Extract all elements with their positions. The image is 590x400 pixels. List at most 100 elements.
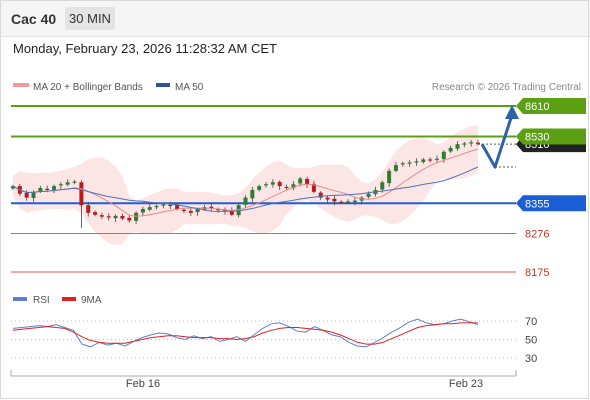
credit-text: Research © 2026 Trading Central [432,82,581,93]
candle-body [209,206,214,209]
timeframe-badge[interactable]: 30 MIN [65,7,115,30]
header-bar: Cac 40 30 MIN [0,0,590,37]
candle-body [476,142,480,145]
candle-body [113,215,118,219]
candle-body [250,189,255,199]
rsi-level-label: 50 [525,335,537,347]
candle-body [352,200,357,203]
candle-body [448,147,453,152]
moving-averages [12,148,479,217]
candle-body [58,184,63,186]
candle-body [298,178,303,184]
ma50-legend-swatch [156,83,170,87]
bb-legend-label: MA 20 + Bollinger Bands [33,82,143,93]
candle-body [462,143,467,145]
rsi-legend-swatch [13,297,27,301]
candle-body [366,193,371,197]
rsi-level-label: 30 [525,353,537,365]
candlesticks [11,139,480,229]
candle-body [428,159,433,161]
candle-body [86,205,91,213]
candle-body [24,193,29,198]
rsi-legend-label: RSI [33,295,50,306]
candle-body [45,188,50,191]
projection-arrow [480,105,519,169]
candle-body [243,197,248,205]
candle-body [65,182,70,185]
candle-body [79,182,84,206]
projection-path [480,117,513,169]
candle-body [222,209,227,211]
candle-body [31,191,36,198]
candle-body [127,217,132,221]
level-tag-resistance [516,128,586,145]
candle-body [11,186,15,189]
rsi-ma-line [12,322,478,345]
projection-arrowhead [505,105,519,119]
level-label-resistance: 8530 [525,132,549,144]
candle-body [188,210,193,213]
candle-body [72,181,77,183]
candle-body [175,204,180,210]
candle-body [325,197,330,200]
candle-body [469,142,474,144]
candle-body [318,192,323,198]
level-label-resistance: 8610 [525,101,549,113]
candle-body [441,151,446,160]
candle-body [140,209,145,213]
candle-body [305,178,310,185]
bb-legend-swatch [13,83,29,87]
level-label-support: 8276 [525,228,549,240]
candle-body [181,209,186,211]
level-label-pivot: 8355 [525,198,549,210]
rsi-line [12,318,479,348]
candle-body [93,212,98,215]
candle-body [270,182,275,185]
candle-body [291,184,296,189]
candle-body [277,181,282,187]
candle-body [414,161,419,163]
candle-body [407,162,412,164]
candle-body [120,215,125,219]
candle-body [216,209,221,211]
x-tick-label: Feb 16 [126,378,160,390]
ma50-legend-label: MA 50 [175,82,204,93]
candle-body [380,182,385,190]
candle-body [284,186,289,189]
rsi-ma-legend-swatch [62,297,76,301]
level-lines: 8610853083558276817585108530 [11,98,586,279]
instrument-name: Cac 40 [11,11,57,27]
rsi-panel: 70 50 30 [11,316,537,365]
candle-body [346,201,351,203]
candle-body [147,207,152,210]
candle-body [38,188,43,192]
candle-body [229,210,234,215]
candle-body [99,215,104,217]
candle-body [52,186,57,190]
candle-body [195,209,200,213]
candle-body [339,201,344,203]
level-tag-resistance [516,98,586,114]
candle-body [161,204,166,206]
rsi-level-label: 70 [525,316,537,328]
candle-body [400,163,405,165]
candle-body [421,159,426,163]
x-tick-label: Feb 23 [449,378,483,390]
candle-body [455,144,460,149]
candle-body [264,184,269,186]
candle-body [168,204,173,207]
candle-body [311,183,316,192]
candle-body [393,165,398,171]
candle-body [106,216,111,218]
level-label-support: 8175 [525,267,549,279]
candle-body [257,186,262,190]
candle-body [134,212,139,221]
ma50-line [12,166,479,212]
level-tag-pivot [516,195,586,212]
candle-body [154,205,159,208]
rsi-ma-legend-label: 9MA [81,295,102,306]
candle-body [332,198,337,202]
candle-body [434,158,439,160]
candle-body [387,170,392,184]
